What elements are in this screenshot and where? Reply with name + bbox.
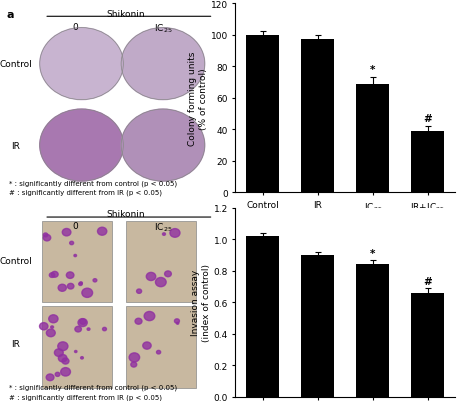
Circle shape: [75, 326, 81, 332]
Circle shape: [43, 235, 50, 241]
Circle shape: [49, 273, 55, 278]
Circle shape: [144, 312, 155, 321]
Y-axis label: Colony forming units
(% of control): Colony forming units (% of control): [188, 51, 207, 146]
Circle shape: [79, 282, 82, 284]
Text: #: #: [423, 114, 431, 124]
Circle shape: [82, 288, 92, 298]
Circle shape: [135, 318, 142, 324]
Bar: [246, 237, 279, 397]
Circle shape: [146, 273, 156, 281]
Circle shape: [54, 349, 63, 356]
Circle shape: [50, 326, 53, 328]
Circle shape: [61, 368, 70, 376]
Circle shape: [46, 329, 55, 337]
Text: Colony forming units: Colony forming units: [237, 30, 246, 110]
Circle shape: [102, 328, 106, 331]
Circle shape: [121, 110, 204, 182]
Text: * : significantly different from control (p < 0.05): * : significantly different from control…: [9, 180, 177, 186]
Circle shape: [39, 110, 123, 182]
Text: Shikonin: Shikonin: [106, 10, 145, 19]
Text: IR: IR: [11, 340, 20, 348]
Circle shape: [136, 289, 141, 294]
Text: Control: Control: [0, 60, 32, 69]
Text: 0: 0: [72, 23, 78, 32]
Text: Invasion assay: Invasion assay: [237, 246, 246, 302]
Circle shape: [169, 229, 179, 238]
Text: IC$_{25}$: IC$_{25}$: [153, 221, 172, 234]
Circle shape: [78, 283, 82, 286]
Circle shape: [67, 284, 74, 289]
Circle shape: [162, 233, 165, 236]
Y-axis label: Invasion assay
(index of control): Invasion assay (index of control): [191, 263, 210, 341]
Text: # : significantly different from IR (p < 0.05): # : significantly different from IR (p <…: [9, 189, 162, 196]
Text: Control: Control: [0, 257, 32, 265]
Circle shape: [174, 319, 179, 323]
Circle shape: [74, 255, 76, 257]
Text: a: a: [7, 10, 14, 20]
Circle shape: [79, 319, 86, 324]
Circle shape: [87, 328, 90, 330]
Text: Shikonin: Shikonin: [106, 210, 145, 219]
Bar: [410, 132, 443, 193]
FancyBboxPatch shape: [42, 306, 112, 387]
Bar: [356, 84, 389, 193]
Circle shape: [58, 285, 66, 292]
Circle shape: [129, 353, 140, 362]
Circle shape: [39, 323, 48, 330]
Text: * : significantly  different from control (p < 0.05): * : significantly different from control…: [235, 246, 405, 252]
Circle shape: [93, 279, 97, 282]
FancyBboxPatch shape: [42, 221, 112, 302]
Circle shape: [130, 362, 136, 367]
Circle shape: [78, 319, 87, 327]
Circle shape: [43, 233, 48, 237]
Circle shape: [66, 272, 74, 279]
FancyBboxPatch shape: [125, 221, 196, 302]
Circle shape: [46, 374, 54, 381]
Circle shape: [58, 342, 68, 351]
Circle shape: [49, 315, 58, 323]
Circle shape: [156, 350, 160, 354]
Circle shape: [55, 373, 60, 377]
Circle shape: [69, 242, 73, 245]
Bar: [410, 293, 443, 397]
Circle shape: [97, 228, 106, 236]
Text: IR: IR: [11, 141, 20, 150]
Circle shape: [142, 342, 151, 349]
Text: *: *: [369, 65, 375, 75]
Circle shape: [58, 354, 67, 362]
Text: # : significantly different from IR (p < 0.05): # : significantly different from IR (p <…: [9, 393, 162, 400]
Bar: [246, 36, 279, 193]
Circle shape: [74, 350, 77, 352]
Circle shape: [62, 229, 71, 236]
Text: 0: 0: [72, 221, 78, 230]
Bar: [356, 265, 389, 397]
Text: * : significantly different from control (p < 0.05): * : significantly different from control…: [9, 384, 177, 390]
Text: #: #: [423, 277, 431, 287]
Text: # : significantly  different from IR (p < 0.05): # : significantly different from IR (p <…: [235, 263, 390, 269]
Circle shape: [121, 28, 204, 100]
Circle shape: [155, 278, 166, 287]
Circle shape: [176, 322, 179, 324]
Circle shape: [80, 357, 83, 359]
FancyBboxPatch shape: [125, 306, 196, 387]
Text: *: *: [369, 249, 375, 258]
Bar: [301, 255, 334, 397]
Circle shape: [51, 272, 58, 277]
Text: Shikonin: Shikonin: [381, 223, 419, 232]
Circle shape: [62, 358, 69, 364]
Bar: [301, 40, 334, 193]
Circle shape: [164, 271, 171, 277]
Text: IC$_{25}$: IC$_{25}$: [153, 23, 172, 35]
Circle shape: [39, 28, 123, 100]
